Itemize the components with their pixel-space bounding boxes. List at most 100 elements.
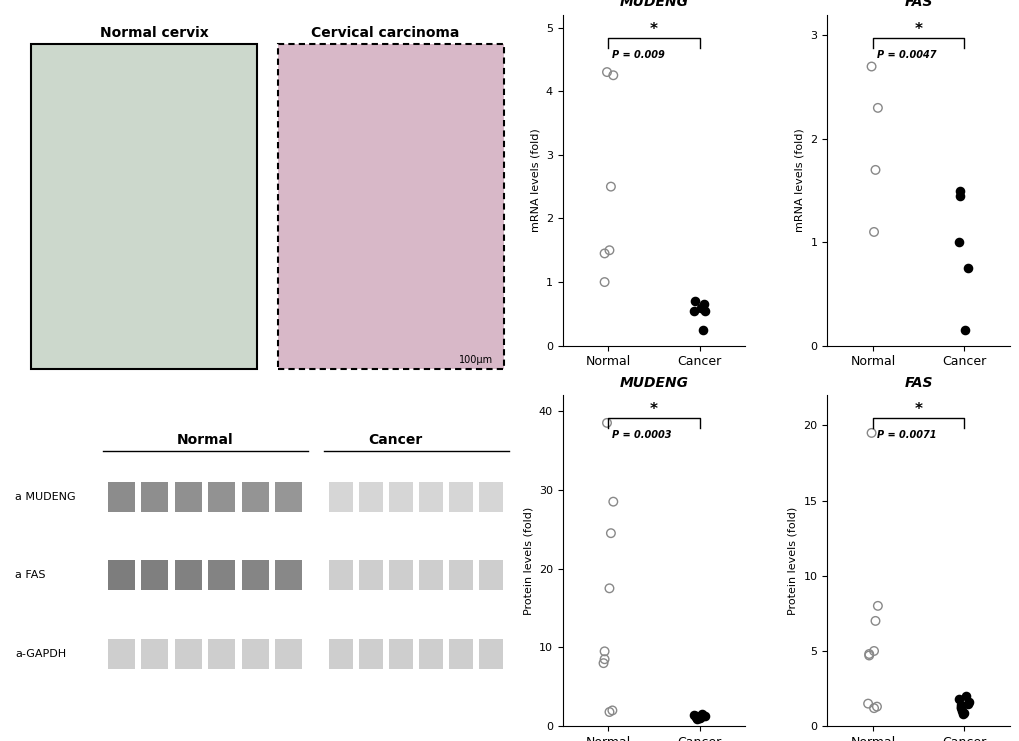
Point	[602, 181, 619, 193]
Point	[865, 645, 881, 657]
Y-axis label: mRNA levels (fold): mRNA levels (fold)	[794, 128, 804, 232]
Text: Normal cervix: Normal cervix	[100, 26, 208, 40]
Point	[604, 496, 621, 508]
Point	[595, 657, 611, 669]
Bar	[277, 44, 503, 369]
Point	[866, 615, 882, 627]
Bar	[275, 560, 302, 591]
Bar	[328, 639, 353, 669]
Bar	[448, 560, 473, 591]
Bar	[479, 560, 502, 591]
Text: a FAS: a FAS	[15, 570, 46, 580]
Bar	[242, 560, 268, 591]
Point	[862, 427, 878, 439]
Point	[866, 164, 882, 176]
Point	[958, 690, 974, 702]
Point	[596, 247, 612, 259]
Bar	[208, 639, 235, 669]
Point	[868, 701, 884, 713]
Point	[953, 705, 969, 717]
Bar	[388, 482, 413, 512]
Point	[596, 654, 612, 665]
Bar	[242, 482, 268, 512]
Point	[860, 648, 876, 660]
Point	[859, 698, 875, 710]
Point	[687, 711, 703, 722]
Title: MUDENG: MUDENG	[619, 0, 688, 10]
Point	[865, 226, 881, 238]
Bar	[359, 560, 383, 591]
Title: FAS: FAS	[904, 0, 932, 10]
Bar	[275, 639, 302, 669]
Title: FAS: FAS	[904, 376, 932, 390]
Bar	[208, 560, 235, 591]
Text: P = 0.0003: P = 0.0003	[611, 430, 671, 440]
Bar	[479, 639, 502, 669]
Title: MUDENG: MUDENG	[619, 376, 688, 390]
Bar	[479, 482, 502, 512]
Text: Cervical carcinoma: Cervical carcinoma	[311, 26, 460, 40]
Text: *: *	[649, 402, 657, 417]
Point	[600, 245, 616, 256]
Bar	[108, 639, 135, 669]
Bar	[174, 560, 202, 591]
Point	[600, 582, 616, 594]
Point	[602, 528, 619, 539]
Point	[689, 713, 705, 725]
Bar	[275, 482, 302, 512]
Point	[604, 70, 621, 82]
Point	[956, 325, 972, 336]
Point	[692, 302, 708, 313]
Text: *: *	[914, 22, 921, 37]
Bar	[174, 482, 202, 512]
Y-axis label: Protein levels (fold): Protein levels (fold)	[523, 507, 533, 615]
Point	[952, 702, 968, 714]
Point	[952, 701, 968, 713]
Text: *: *	[914, 402, 921, 417]
Bar	[388, 639, 413, 669]
Bar	[359, 482, 383, 512]
Point	[696, 710, 712, 722]
Bar	[419, 482, 443, 512]
Text: a MUDENG: a MUDENG	[15, 492, 75, 502]
Point	[686, 295, 702, 307]
Text: a-GAPDH: a-GAPDH	[15, 648, 66, 659]
Point	[860, 650, 876, 662]
Bar	[108, 560, 135, 591]
Bar	[328, 482, 353, 512]
Point	[959, 698, 975, 710]
Point	[598, 417, 614, 429]
Text: 100μm: 100μm	[459, 356, 493, 365]
Text: P = 0.0071: P = 0.0071	[875, 430, 935, 440]
Bar	[31, 44, 257, 369]
Bar	[108, 482, 135, 512]
Bar	[328, 560, 353, 591]
Point	[693, 708, 709, 720]
Text: P = 0.009: P = 0.009	[611, 50, 664, 59]
Point	[689, 711, 705, 723]
Point	[694, 710, 710, 722]
Bar	[142, 639, 168, 669]
Point	[694, 324, 710, 336]
Bar	[242, 639, 268, 669]
Text: Cancer: Cancer	[368, 433, 423, 448]
Point	[691, 712, 707, 724]
Point	[596, 645, 612, 657]
Bar	[142, 560, 168, 591]
Point	[696, 305, 712, 316]
Point	[686, 305, 702, 316]
Bar	[448, 639, 473, 669]
Point	[950, 693, 966, 705]
Point	[960, 697, 976, 708]
Point	[865, 702, 881, 714]
Point	[951, 236, 967, 248]
Point	[686, 709, 702, 721]
Bar	[174, 639, 202, 669]
Bar	[448, 482, 473, 512]
Point	[952, 700, 968, 711]
Text: P = 0.0047: P = 0.0047	[875, 50, 935, 59]
Y-axis label: Protein levels (fold): Protein levels (fold)	[787, 507, 797, 615]
Bar	[208, 482, 235, 512]
Text: Normal: Normal	[177, 433, 233, 448]
Text: *: *	[649, 22, 657, 37]
